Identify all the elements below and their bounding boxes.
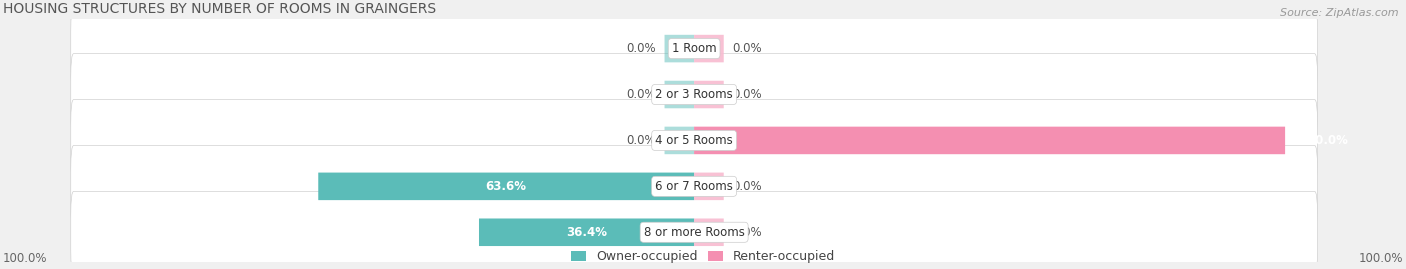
Text: 0.0%: 0.0% bbox=[733, 226, 762, 239]
FancyBboxPatch shape bbox=[695, 173, 724, 200]
FancyBboxPatch shape bbox=[70, 100, 1317, 181]
FancyBboxPatch shape bbox=[665, 35, 695, 62]
Text: 100.0%: 100.0% bbox=[1299, 134, 1348, 147]
FancyBboxPatch shape bbox=[695, 218, 724, 246]
FancyBboxPatch shape bbox=[479, 218, 695, 246]
Text: 1 Room: 1 Room bbox=[672, 42, 717, 55]
FancyBboxPatch shape bbox=[70, 146, 1317, 227]
Text: 100.0%: 100.0% bbox=[3, 252, 48, 266]
Text: 63.6%: 63.6% bbox=[485, 180, 527, 193]
Text: 0.0%: 0.0% bbox=[626, 88, 655, 101]
Text: 8 or more Rooms: 8 or more Rooms bbox=[644, 226, 745, 239]
Text: 100.0%: 100.0% bbox=[1358, 252, 1403, 266]
FancyBboxPatch shape bbox=[70, 54, 1317, 135]
Text: 0.0%: 0.0% bbox=[626, 42, 655, 55]
FancyBboxPatch shape bbox=[318, 173, 695, 200]
Text: 0.0%: 0.0% bbox=[733, 180, 762, 193]
Text: HOUSING STRUCTURES BY NUMBER OF ROOMS IN GRAINGERS: HOUSING STRUCTURES BY NUMBER OF ROOMS IN… bbox=[3, 2, 436, 16]
FancyBboxPatch shape bbox=[695, 35, 724, 62]
FancyBboxPatch shape bbox=[70, 8, 1317, 90]
FancyBboxPatch shape bbox=[665, 127, 695, 154]
Legend: Owner-occupied, Renter-occupied: Owner-occupied, Renter-occupied bbox=[567, 245, 839, 268]
FancyBboxPatch shape bbox=[695, 81, 724, 108]
Text: Source: ZipAtlas.com: Source: ZipAtlas.com bbox=[1281, 8, 1399, 18]
Text: 6 or 7 Rooms: 6 or 7 Rooms bbox=[655, 180, 733, 193]
Text: 0.0%: 0.0% bbox=[733, 88, 762, 101]
FancyBboxPatch shape bbox=[665, 81, 695, 108]
Text: 0.0%: 0.0% bbox=[626, 134, 655, 147]
Text: 36.4%: 36.4% bbox=[567, 226, 607, 239]
Text: 2 or 3 Rooms: 2 or 3 Rooms bbox=[655, 88, 733, 101]
FancyBboxPatch shape bbox=[70, 192, 1317, 269]
Text: 0.0%: 0.0% bbox=[733, 42, 762, 55]
FancyBboxPatch shape bbox=[695, 127, 1285, 154]
Text: 4 or 5 Rooms: 4 or 5 Rooms bbox=[655, 134, 733, 147]
